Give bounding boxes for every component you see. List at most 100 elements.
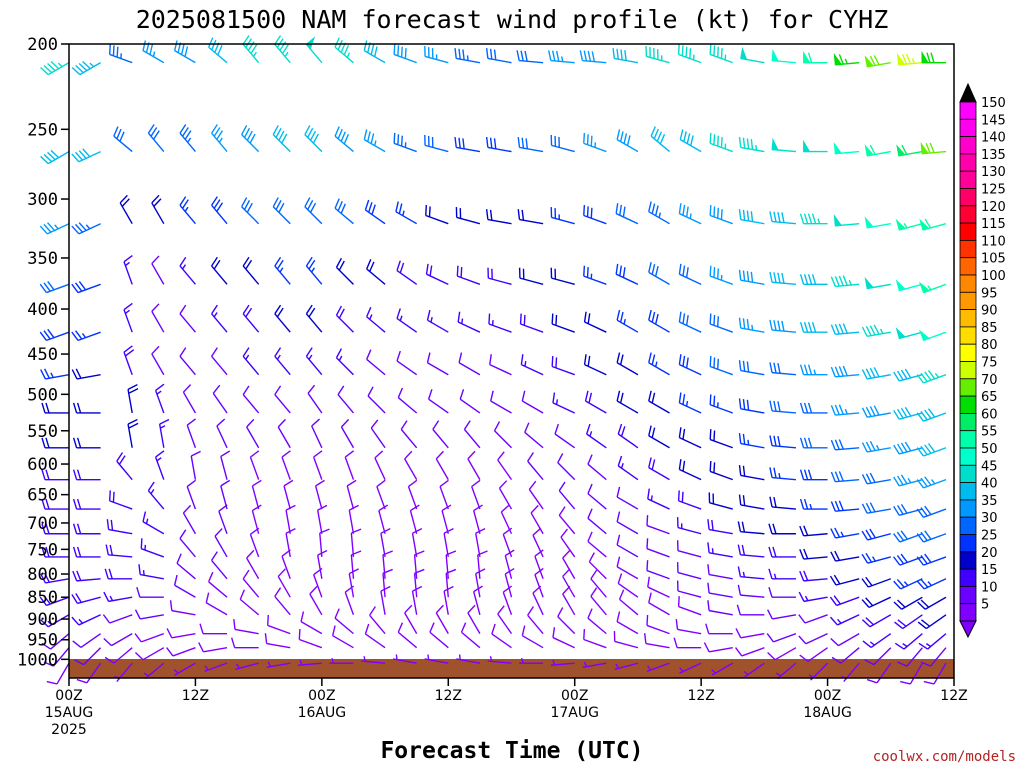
wind-barb <box>154 383 165 414</box>
wind-barb <box>72 570 101 582</box>
colorbar-swatch <box>959 482 977 501</box>
wind-barb <box>297 659 322 666</box>
wind-barb <box>707 542 733 558</box>
wind-barb <box>123 345 135 375</box>
wind-barb <box>169 600 196 616</box>
wind-barb <box>366 306 386 333</box>
wind-barb <box>407 479 418 510</box>
wind-barb <box>211 304 228 333</box>
colorbar-label: 80 <box>981 338 998 353</box>
wind-barb <box>676 517 702 535</box>
wind-barb <box>799 274 828 286</box>
wind-barb <box>493 421 512 449</box>
wind-barb <box>41 402 69 414</box>
wind-barb <box>707 582 733 598</box>
wind-barb <box>281 549 291 580</box>
y-tick-label: 400 <box>27 300 58 320</box>
y-tick-label: 650 <box>27 486 58 506</box>
wind-barb <box>72 523 101 535</box>
wind-barb <box>411 527 423 558</box>
wind-barb <box>583 311 607 333</box>
wind-barb <box>43 647 70 667</box>
wind-barb <box>46 662 70 685</box>
colorbar-swatch <box>959 205 977 224</box>
wind-barb <box>534 549 544 580</box>
wind-barb <box>527 452 544 481</box>
wind-barb <box>485 136 512 153</box>
wind-barb <box>736 604 765 616</box>
wind-barb <box>675 619 702 635</box>
wind-barb <box>138 564 164 580</box>
wind-barb <box>151 303 165 333</box>
wind-barb <box>740 46 765 64</box>
wind-barb <box>864 144 891 157</box>
wind-barb <box>241 197 260 225</box>
wind-barb <box>709 460 733 481</box>
y-tick-label: 750 <box>27 540 58 560</box>
wind-barb <box>738 398 765 414</box>
wind-barb <box>616 390 639 414</box>
wind-barb <box>615 203 639 225</box>
wind-barb <box>147 124 165 153</box>
wind-barb <box>768 568 796 580</box>
wind-barb <box>738 360 765 376</box>
wind-barb <box>348 504 359 534</box>
wind-barb <box>897 647 923 667</box>
wind-barb <box>314 479 325 510</box>
wind-barb <box>485 209 512 225</box>
wind-barb <box>861 552 891 564</box>
wind-barb <box>676 580 702 598</box>
wind-barb <box>709 132 733 153</box>
wind-barb <box>893 474 923 487</box>
wind-barb <box>489 354 512 376</box>
wind-barb <box>861 324 891 338</box>
wind-barb <box>799 364 828 376</box>
wind-barb <box>41 546 69 558</box>
wind-barb <box>298 629 323 649</box>
colorbar-legend: 1501451401351301251201151101051009590858… <box>959 82 1006 639</box>
wind-barb <box>334 126 354 153</box>
wind-barb <box>557 453 576 481</box>
x-tick-label: 00Z <box>561 688 588 704</box>
wind-barb <box>445 550 457 579</box>
colorbar-swatch <box>959 447 977 466</box>
wind-barb <box>768 546 796 558</box>
wind-barb <box>127 384 139 414</box>
wind-barb <box>76 662 102 684</box>
wind-barb <box>147 481 165 510</box>
wind-barb <box>590 569 607 598</box>
wind-barb <box>413 550 425 579</box>
wind-barb <box>173 662 196 676</box>
wind-barb <box>769 271 797 286</box>
wind-barb <box>251 479 262 510</box>
wind-barb <box>799 498 828 510</box>
wind-barb <box>212 384 228 414</box>
wind-barb <box>558 481 576 510</box>
wind-barb <box>517 136 544 153</box>
wind-barb <box>769 211 797 225</box>
wind-barb <box>560 528 576 558</box>
wind-barb <box>176 553 196 580</box>
wind-barb <box>397 622 418 649</box>
wind-barb <box>615 263 639 285</box>
x-tick-label: 15AUG <box>45 705 94 721</box>
wind-barb <box>616 534 639 558</box>
wind-barb <box>709 43 733 64</box>
wind-barb <box>425 205 449 225</box>
wind-barb <box>771 137 797 153</box>
wind-barb <box>768 523 796 535</box>
wind-barb <box>743 662 765 678</box>
wind-barb <box>558 506 576 535</box>
wind-barb <box>435 450 449 480</box>
wind-barb <box>102 614 133 624</box>
wind-barb <box>831 647 860 664</box>
wind-barb <box>39 595 70 607</box>
wind-barb <box>799 437 828 449</box>
wind-barb <box>584 390 607 414</box>
colorbar-label: 40 <box>981 477 998 492</box>
wind-barb <box>799 402 828 414</box>
wind-barb <box>103 591 133 603</box>
wind-barb <box>521 390 544 414</box>
